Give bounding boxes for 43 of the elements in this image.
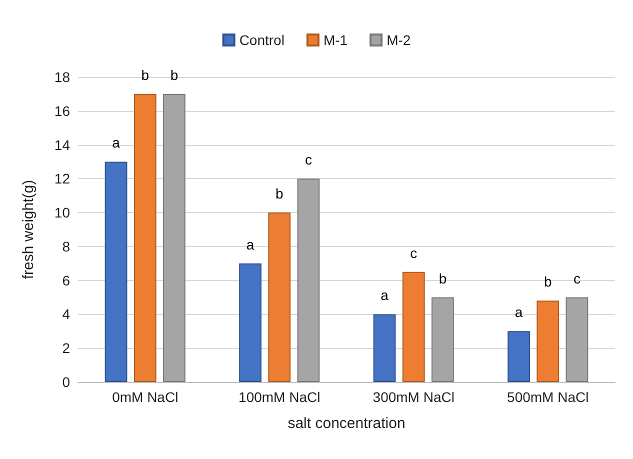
x-tick-label: 500mM NaCl	[507, 389, 589, 405]
data-label: a	[380, 287, 389, 304]
data-label: a	[514, 304, 523, 320]
y-tick-label: 10	[54, 204, 70, 221]
data-label: b	[438, 270, 447, 286]
bar	[373, 314, 396, 382]
data-label: b	[275, 186, 284, 202]
data-label: a	[246, 236, 254, 252]
y-tick-label: 6	[62, 272, 70, 288]
data-label: b	[141, 66, 150, 83]
y-tick-label: 4	[62, 306, 70, 322]
data-label: b	[544, 274, 552, 290]
legend-label: Control	[239, 32, 284, 48]
x-tick-label: 100mM NaCl	[238, 389, 320, 405]
y-tick-label: 0	[62, 374, 70, 390]
bar	[402, 272, 425, 382]
bar	[104, 162, 128, 382]
y-axis-title: fresh weight(g)	[20, 180, 37, 280]
bar	[432, 297, 454, 382]
y-tick-label: 8	[62, 238, 70, 254]
legend-label: M-2	[386, 32, 411, 48]
data-label: c	[410, 244, 418, 261]
bar	[536, 300, 560, 382]
x-tick-label: 0mM NaCl	[112, 389, 178, 405]
data-label: c	[573, 270, 580, 286]
bar	[134, 94, 156, 382]
data-label: a	[112, 134, 120, 151]
bar	[566, 297, 588, 382]
bar	[297, 178, 320, 382]
x-axis-title: salt concentration	[288, 415, 406, 432]
y-tick-label: 14	[54, 136, 70, 153]
bar	[239, 263, 262, 382]
data-label: c	[304, 152, 312, 168]
x-tick-label: 300mM NaCl	[372, 389, 454, 405]
y-tick-label: 16	[54, 102, 70, 119]
y-tick-label: 12	[54, 170, 70, 187]
y-tick-label: 2	[62, 340, 70, 356]
bar	[268, 212, 291, 382]
bar	[163, 94, 186, 382]
bar	[508, 331, 530, 382]
legend-label: M-1	[323, 32, 348, 48]
data-label: b	[170, 66, 178, 83]
y-tick-label: 18	[54, 69, 70, 85]
